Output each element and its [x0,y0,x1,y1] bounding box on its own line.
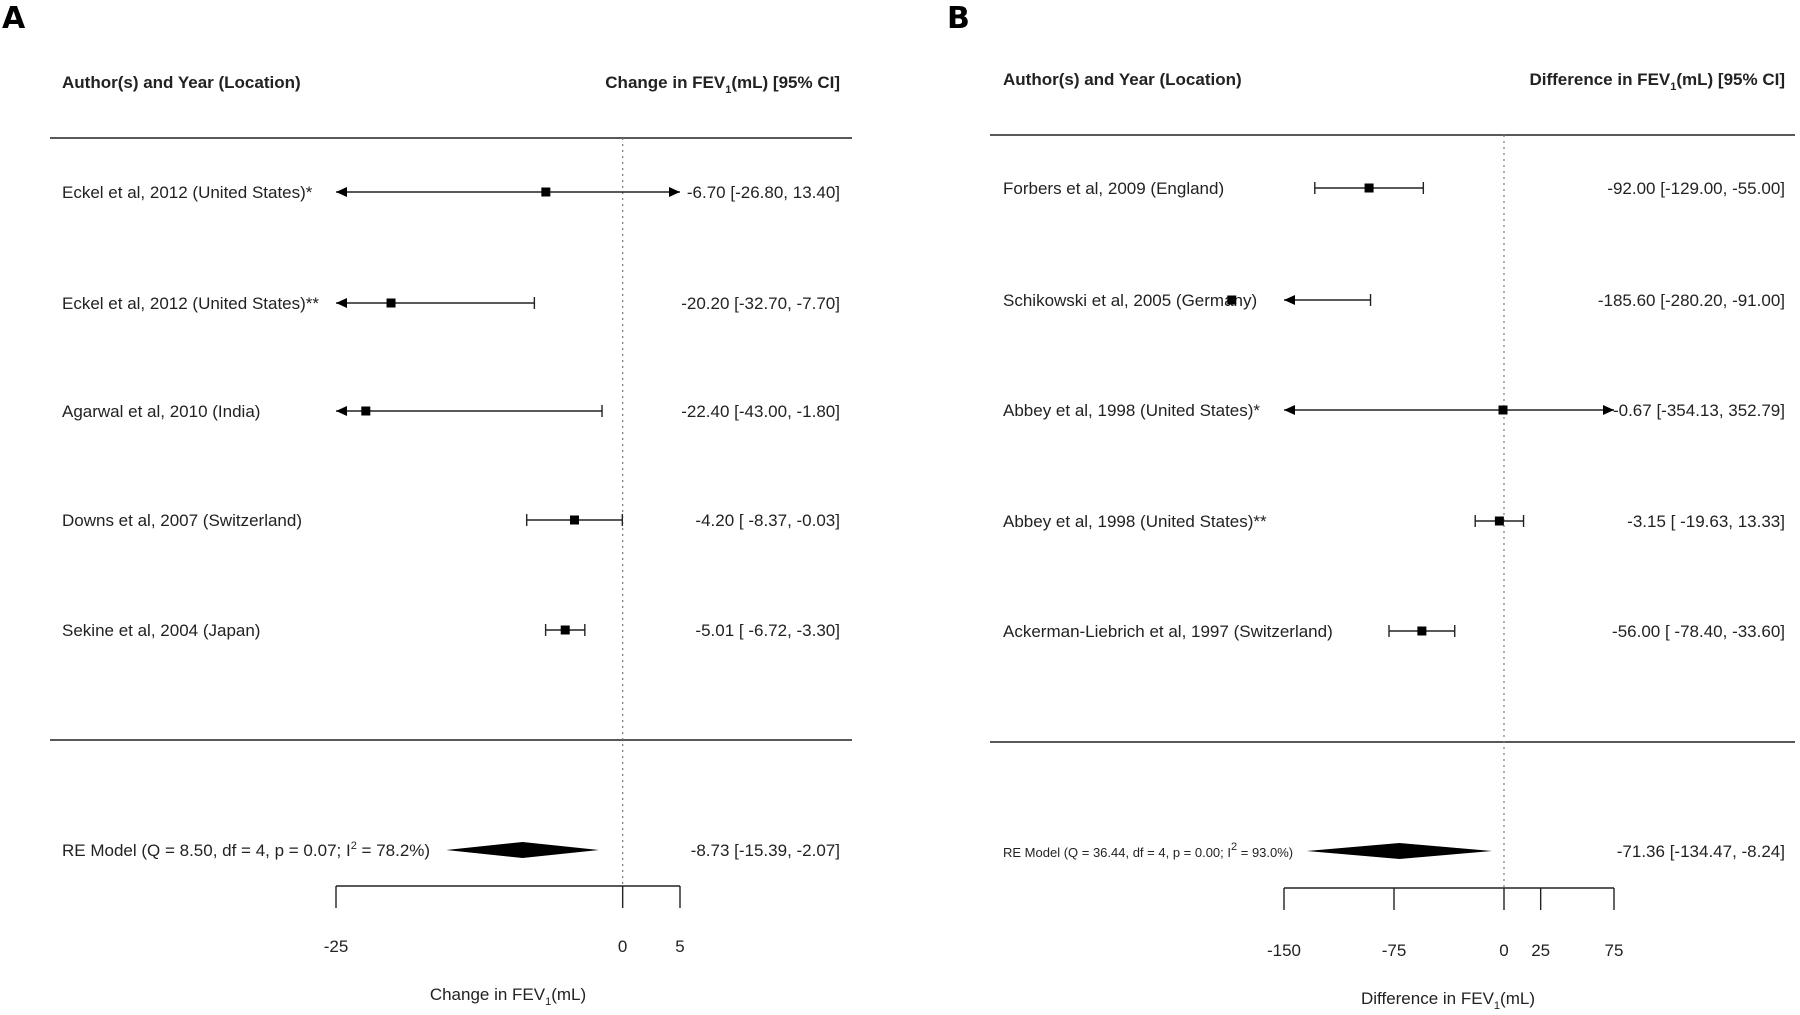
study-row: Schikowski et al, 2005 (Germany) -185.60 … [1003,291,1785,310]
ci-arrow-left [336,187,347,197]
study-ci-text: -22.40 [-43.00, -1.80] [681,402,840,421]
x-axis-title-part: Difference in FEV [1361,989,1495,1008]
summary-label-part: RE Model (Q = 36.44, df = 4, p = 0.00; I [1003,845,1231,860]
column-header-estimate-part: 1 [1670,81,1676,93]
x-tick-label: -150 [1267,941,1301,960]
point-estimate [361,406,371,416]
summary-label-part: 2 [1231,841,1237,853]
summary-label: RE Model (Q = 8.50, df = 4, p = 0.07; I2… [62,840,430,860]
study-label: Sekine et al, 2004 (Japan) [62,621,260,640]
point-estimate [1417,626,1427,636]
summary-label-part: RE Model (Q = 8.50, df = 4, p = 0.07; I [62,841,351,860]
study-ci-text: -5.01 [ -6.72, -3.30] [695,621,840,640]
summary-diamond [446,842,599,858]
study-row: Ackerman-Liebrich et al, 1997 (Switzerla… [1003,622,1785,641]
ci-arrow-left [1284,405,1295,415]
column-header-study: Author(s) and Year (Location) [1003,70,1242,89]
column-header-estimate-part: (mL) [95% CI] [1676,70,1785,89]
study-label: Ackerman-Liebrich et al, 1997 (Switzerla… [1003,622,1333,641]
summary-row: RE Model (Q = 8.50, df = 4, p = 0.07; I2… [62,840,840,860]
study-ci-text: -6.70 [-26.80, 13.40] [687,183,840,202]
ci-arrow-left [336,298,347,308]
study-row: Abbey et al, 1998 (United States)** -3.15… [1003,512,1785,531]
x-tick-label: -75 [1382,941,1407,960]
x-tick-label: 75 [1605,941,1624,960]
x-axis: -150 -75 0 25 75 Difference in FEV1(mL) [1267,887,1624,1012]
column-header-estimate-part: Change in FEV [605,73,726,92]
point-estimate [386,298,396,308]
x-tick-label: 0 [618,937,627,956]
summary-row: RE Model (Q = 36.44, df = 4, p = 0.00; I… [1003,841,1785,861]
column-header-estimate-part: Difference in FEV [1529,70,1670,89]
study-label: Abbey et al, 1998 (United States)* [1003,401,1260,420]
x-axis-title-part: 1 [1494,1000,1500,1012]
point-estimate [1227,295,1237,305]
point-estimate [1364,183,1374,193]
panel-b: B Author(s) and Year (Location) Difference… [947,1,1795,1012]
summary-ci-text: -71.36 [-134.47, -8.24] [1617,842,1785,861]
x-axis-title-part: 1 [545,996,551,1008]
study-label: Downs et al, 2007 (Switzerland) [62,511,302,530]
ci-arrow-right [1603,405,1614,415]
x-axis-title: Change in FEV1(mL) [430,985,586,1008]
panel-letter: A [2,1,26,36]
column-header-estimate: Change in FEV1(mL) [95% CI] [605,73,840,96]
ci-arrow-right [669,187,680,197]
study-label: Eckel et al, 2012 (United States)** [62,294,319,313]
column-header-estimate-part: 1 [725,84,731,96]
study-ci-text: -4.20 [ -8.37, -0.03] [695,511,840,530]
x-tick-label: 0 [1499,941,1508,960]
point-estimate [560,625,570,635]
study-ci-text: -20.20 [-32.70, -7.70] [681,294,840,313]
study-ci-text: -56.00 [ -78.40, -33.60] [1612,622,1785,641]
study-label: Eckel et al, 2012 (United States)* [62,183,313,202]
study-ci-text: -3.15 [ -19.63, 13.33] [1627,512,1785,531]
study-label: Forbers et al, 2009 (England) [1003,179,1224,198]
summary-ci-text: -8.73 [-15.39, -2.07] [691,841,840,860]
study-label: Schikowski et al, 2005 (Germany) [1003,291,1257,310]
summary-diamond [1306,843,1492,859]
summary-label-part: 2 [351,840,357,852]
study-row: Forbers et al, 2009 (England) -92.00 [-12… [1003,179,1785,198]
ci-arrow-left [336,406,347,416]
study-ci-text: -92.00 [-129.00, -55.00] [1607,179,1785,198]
point-estimate [1494,516,1504,526]
study-row: Abbey et al, 1998 (United States)* -0.67 … [1003,401,1785,420]
study-row: Agarwal et al, 2010 (India) -22.40 [-43.0… [62,402,840,421]
ci-arrow-left [1284,295,1295,305]
panel-letter: B [947,1,970,36]
study-row: Eckel et al, 2012 (United States)** -20.2… [62,294,840,313]
column-header-estimate-part: (mL) [95% CI] [731,73,840,92]
x-axis-title-part: (mL) [1500,989,1535,1008]
column-header-estimate: Difference in FEV1(mL) [95% CI] [1529,70,1785,93]
x-tick-label: -25 [324,937,349,956]
point-estimate [541,187,551,197]
study-row: Eckel et al, 2012 (United States)* -6.70 … [62,183,840,202]
x-tick-label: 5 [675,937,684,956]
x-axis-title-part: Change in FEV [430,985,546,1004]
study-label: Agarwal et al, 2010 (India) [62,402,260,421]
study-row: Sekine et al, 2004 (Japan) -5.01 [ -6.72,… [62,621,840,640]
x-axis-title: Difference in FEV1(mL) [1361,989,1535,1012]
x-tick-label: 25 [1531,941,1550,960]
column-header-study: Author(s) and Year (Location) [62,73,301,92]
x-axis: -25 0 5 Change in FEV1(mL) [324,885,685,1008]
x-axis-title-part: (mL) [551,985,586,1004]
study-label: Abbey et al, 1998 (United States)** [1003,512,1267,531]
point-estimate [1498,405,1508,415]
panel-a: A Author(s) and Year (Location) Change in … [2,1,852,1008]
study-ci-text: -0.67 [-354.13, 352.79] [1613,401,1785,420]
summary-label-part: = 93.0%) [1237,845,1293,860]
summary-label-part: = 78.2%) [357,841,430,860]
summary-label: RE Model (Q = 36.44, df = 4, p = 0.00; I… [1003,841,1293,860]
study-ci-text: -185.60 [-280.20, -91.00] [1598,291,1785,310]
point-estimate [570,515,580,525]
study-row: Downs et al, 2007 (Switzerland) -4.20 [ -… [62,511,840,530]
